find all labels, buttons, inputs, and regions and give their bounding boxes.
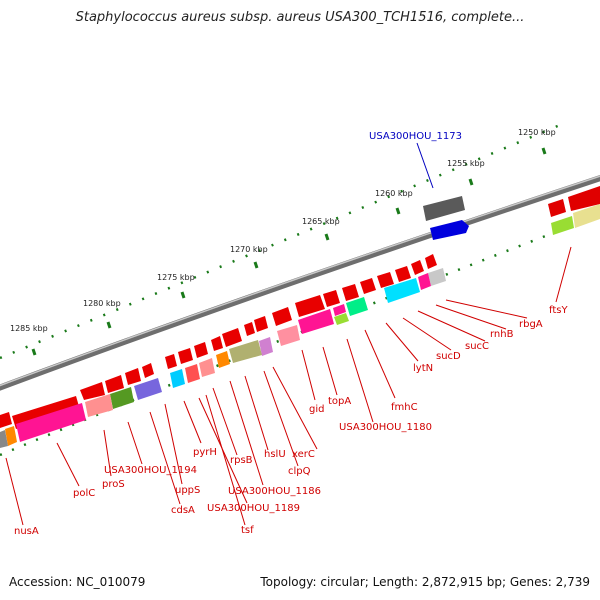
gene-feature[interactable] xyxy=(333,304,346,316)
page-title: Staphylococcus aureus subsp. aureus USA3… xyxy=(75,10,525,25)
gene-feature[interactable] xyxy=(110,387,134,409)
gene-feature[interactable] xyxy=(229,340,262,363)
kbp-label: 1280 kbp xyxy=(83,299,121,308)
gene-label[interactable]: hslU xyxy=(264,449,286,460)
major-ticks xyxy=(31,147,547,356)
gene-label[interactable]: rpsB xyxy=(230,455,253,466)
gene-label[interactable]: polC xyxy=(73,488,95,499)
gene-strand-forward xyxy=(0,254,437,429)
gene-feature[interactable] xyxy=(185,364,200,383)
gene-feature[interactable] xyxy=(244,322,255,336)
gene-feature[interactable] xyxy=(254,316,268,332)
gene-label[interactable]: pyrH xyxy=(193,447,217,458)
gene-feature[interactable] xyxy=(548,199,566,217)
gene-feature[interactable] xyxy=(222,328,242,347)
gene-feature[interactable] xyxy=(428,268,446,286)
gene-feature[interactable] xyxy=(0,412,12,428)
gene-label[interactable]: gid xyxy=(309,404,324,415)
gene-feature-gray[interactable] xyxy=(423,196,465,221)
gene-label[interactable]: fmhC xyxy=(391,402,418,413)
gene-feature[interactable] xyxy=(259,337,273,356)
gene-label[interactable]: rbgA xyxy=(519,319,543,330)
gene-feature[interactable] xyxy=(411,260,424,275)
gene-feature[interactable] xyxy=(334,313,349,325)
gene-label[interactable]: USA300HOU_1189 xyxy=(207,503,300,514)
gene-label[interactable]: sucC xyxy=(465,341,489,352)
gene-label[interactable]: xerC xyxy=(292,449,315,460)
gene-label[interactable]: USA300HOU_1186 xyxy=(228,486,321,497)
kbp-label: 1250 kbp xyxy=(518,128,556,137)
kbp-label: 1270 kbp xyxy=(230,245,268,254)
gene-feature[interactable] xyxy=(425,254,437,269)
gene-feature[interactable] xyxy=(80,382,105,400)
gene-label[interactable]: uppS xyxy=(175,485,200,496)
gene-feature[interactable] xyxy=(384,278,420,303)
gene-leader-lines xyxy=(5,246,572,526)
gene-label[interactable]: nusA xyxy=(14,526,39,537)
gene-feature[interactable] xyxy=(142,363,154,378)
gene-feature[interactable] xyxy=(105,375,124,393)
highlighted-gene-leader xyxy=(416,142,434,189)
gene-feature[interactable] xyxy=(216,351,230,368)
highlighted-gene-label[interactable]: USA300HOU_1173 xyxy=(369,131,462,142)
gene-feature[interactable] xyxy=(85,394,113,417)
gene-feature[interactable] xyxy=(194,342,208,358)
gene-feature[interactable] xyxy=(5,426,17,446)
gene-feature[interactable] xyxy=(295,295,325,317)
gene-label[interactable]: clpQ xyxy=(288,466,311,477)
gene-strand-reverse xyxy=(0,268,446,448)
gene-feature[interactable] xyxy=(377,272,394,288)
gene-label[interactable]: rnhB xyxy=(490,329,514,340)
gene-feature[interactable] xyxy=(551,216,574,235)
gene-label[interactable]: proS xyxy=(102,479,125,490)
gene-label[interactable]: lytN xyxy=(413,363,433,374)
genome-backbone-highlight xyxy=(0,175,600,387)
gene-feature[interactable] xyxy=(0,430,8,448)
gene-feature[interactable] xyxy=(395,266,411,282)
kbp-label: 1275 kbp xyxy=(157,273,195,282)
genome-stats-label: Topology: circular; Length: 2,872,915 bp… xyxy=(260,575,590,589)
gene-feature[interactable] xyxy=(134,378,162,400)
gene-feature-blue[interactable] xyxy=(430,220,469,240)
gene-feature[interactable] xyxy=(277,325,300,346)
gene-label[interactable]: topA xyxy=(328,396,351,407)
gene-feature[interactable] xyxy=(342,284,359,301)
gene-feature[interactable] xyxy=(418,273,431,290)
kbp-label: 1285 kbp xyxy=(10,324,48,333)
gene-feature[interactable] xyxy=(178,348,193,364)
gene-feature[interactable] xyxy=(360,278,376,294)
gene-label[interactable]: cdsA xyxy=(171,505,195,516)
gene-label[interactable]: USA300HOU_1194 xyxy=(104,465,197,476)
gene-feature[interactable] xyxy=(568,186,600,211)
gene-label[interactable]: tsf xyxy=(241,525,254,536)
gene-feature[interactable] xyxy=(125,368,141,385)
gene-label[interactable]: USA300HOU_1180 xyxy=(339,422,432,433)
gene-feature[interactable] xyxy=(211,336,223,351)
gene-feature[interactable] xyxy=(16,403,86,442)
gene-feature[interactable] xyxy=(199,358,215,377)
kbp-label: 1255 kbp xyxy=(447,159,485,168)
genome-backbone xyxy=(0,175,600,391)
accession-label: Accession: NC_010079 xyxy=(9,575,146,589)
gene-feature[interactable] xyxy=(298,309,334,334)
gene-feature[interactable] xyxy=(165,354,177,369)
gene-feature[interactable] xyxy=(323,290,340,307)
gene-feature[interactable] xyxy=(170,369,185,388)
gene-feature[interactable] xyxy=(272,307,292,326)
gene-feature[interactable] xyxy=(346,297,368,316)
gene-label[interactable]: sucD xyxy=(436,351,461,362)
kbp-label: 1265 kbp xyxy=(302,217,340,226)
gene-feature[interactable] xyxy=(573,204,600,228)
gene-label[interactable]: ftsY xyxy=(549,305,568,316)
kbp-label: 1260 kbp xyxy=(375,189,413,198)
